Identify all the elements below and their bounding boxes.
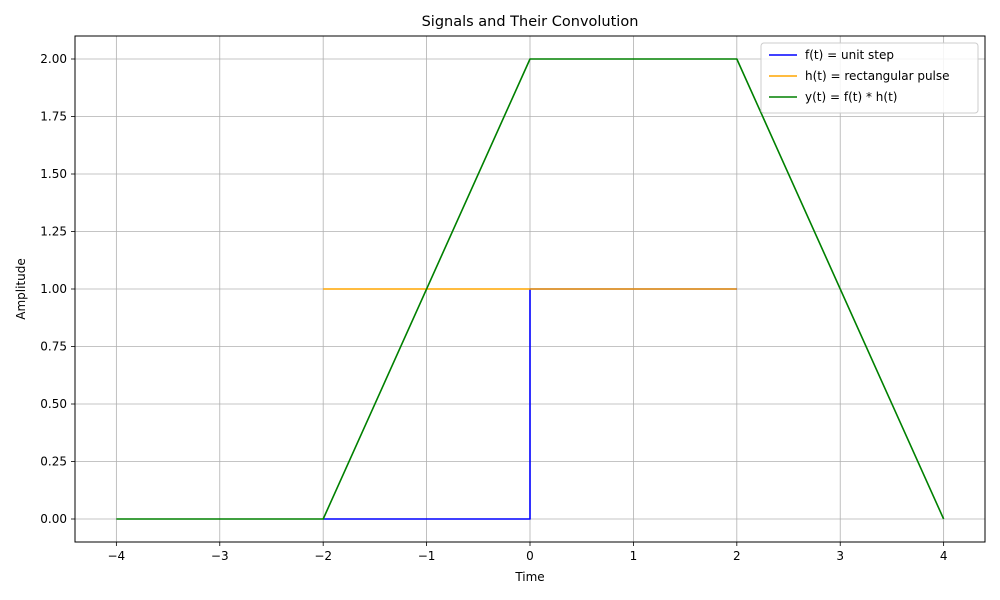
x-axis-ticks: −4 −3 −2 −1 0 1 2 3 4 bbox=[108, 542, 948, 563]
legend-label-2: h(t) = rectangular pulse bbox=[805, 69, 950, 83]
legend: f(t) = unit step h(t) = rectangular pulse… bbox=[760, 42, 979, 114]
x-tick-label: 0 bbox=[526, 549, 534, 563]
y-tick-label: 1.00 bbox=[40, 282, 67, 296]
y-tick-label: 0.50 bbox=[40, 397, 67, 411]
x-tick-label: 2 bbox=[733, 549, 741, 563]
series-line-3 bbox=[116, 58, 945, 520]
series-layer bbox=[116, 58, 945, 520]
y-tick-label: 2.00 bbox=[40, 52, 67, 66]
y-tick-label: 0.00 bbox=[40, 512, 67, 526]
y-axis-label: Amplitude bbox=[14, 258, 28, 320]
x-tick-label: −2 bbox=[314, 549, 332, 563]
y-tick-label: 1.75 bbox=[40, 110, 67, 124]
x-tick-label: −1 bbox=[418, 549, 436, 563]
x-tick-label: 1 bbox=[630, 549, 638, 563]
legend-label-3: y(t) = f(t) * h(t) bbox=[805, 90, 897, 104]
legend-box bbox=[760, 42, 979, 114]
y-tick-label: 1.50 bbox=[40, 167, 67, 181]
x-tick-label: −3 bbox=[211, 549, 229, 563]
x-tick-label: 4 bbox=[940, 549, 948, 563]
x-tick-label: −4 bbox=[108, 549, 126, 563]
x-axis-label: Time bbox=[514, 570, 544, 584]
legend-label-1: f(t) = unit step bbox=[805, 48, 894, 62]
y-tick-label: 1.25 bbox=[40, 225, 67, 239]
y-tick-label: 0.25 bbox=[40, 455, 67, 469]
chart-title: Signals and Their Convolution bbox=[422, 14, 639, 30]
y-axis-ticks: 0.00 0.25 0.50 0.75 1.00 1.25 1.50 1.75 2.00 bbox=[40, 52, 75, 526]
x-tick-label: 3 bbox=[836, 549, 844, 563]
y-tick-label: 0.75 bbox=[40, 340, 67, 354]
